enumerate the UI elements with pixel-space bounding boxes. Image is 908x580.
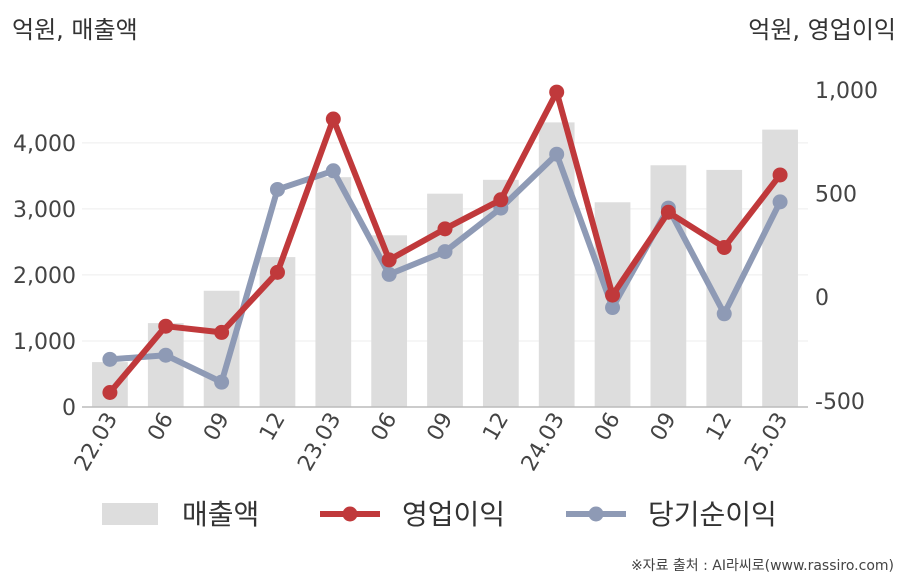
x-tick-label: 06: [367, 409, 403, 446]
legend-marker: [342, 506, 358, 522]
left-tick-label: 1,000: [13, 330, 76, 355]
left-tick-label: 2,000: [13, 264, 76, 289]
data-point: [214, 324, 230, 340]
bar: [92, 362, 128, 407]
right-tick-label: 500: [815, 183, 857, 208]
data-point: [269, 181, 285, 197]
x-tick-label: 23.03: [293, 409, 346, 476]
x-tick-label: 25.03: [740, 409, 793, 476]
right-axis-unit: 억원, 영업이익: [748, 16, 896, 44]
source-note: ※자료 출처 : AI라씨로(www.rassiro.com): [631, 558, 894, 574]
right-tick-label: 1,000: [815, 79, 878, 104]
legend-label: 매출액: [182, 498, 259, 531]
data-point: [158, 318, 174, 334]
left-axis-unit: 억원, 매출액: [12, 16, 138, 44]
data-point: [214, 374, 230, 390]
right-tick-label: 0: [815, 286, 829, 311]
line-series: [102, 84, 788, 400]
data-point: [102, 384, 118, 400]
data-point: [549, 84, 565, 100]
data-point: [437, 244, 453, 260]
left-tick-label: 4,000: [13, 132, 76, 157]
data-point: [716, 239, 732, 255]
data-point: [549, 146, 565, 162]
data-point: [325, 111, 341, 127]
x-tick-label: 09: [423, 409, 459, 446]
x-tick-label: 06: [590, 409, 626, 446]
legend-marker: [588, 506, 604, 522]
data-point: [605, 287, 621, 303]
x-tick-label: 09: [199, 409, 235, 446]
data-point: [269, 264, 285, 280]
data-point: [660, 204, 676, 220]
legend-swatch-bar: [102, 503, 158, 525]
data-point: [605, 300, 621, 316]
bar-series: [92, 122, 798, 408]
x-tick-label: 06: [143, 409, 179, 446]
x-tick-label: 24.03: [517, 409, 570, 476]
data-point: [325, 163, 341, 179]
data-point: [716, 306, 732, 322]
data-point: [772, 167, 788, 183]
data-point: [102, 351, 118, 367]
data-point: [158, 347, 174, 363]
x-tick-label: 12: [255, 409, 291, 446]
left-tick-label: 3,000: [13, 198, 76, 223]
data-point: [493, 192, 509, 208]
x-tick-label: 09: [646, 409, 682, 446]
legend-label: 영업이익: [402, 498, 505, 531]
x-tick-label: 12: [478, 409, 514, 446]
bar: [147, 323, 184, 407]
data-point: [381, 252, 397, 268]
data-point: [437, 221, 453, 237]
data-point: [381, 266, 397, 282]
left-tick-label: 0: [62, 396, 76, 421]
right-tick-label: -500: [815, 390, 865, 415]
x-tick-label: 12: [702, 409, 738, 446]
bar: [315, 177, 352, 407]
x-tick-label: 22.03: [70, 409, 123, 476]
legend: 매출액 영업이익 당기순이익: [102, 498, 777, 531]
legend-label: 당기순이익: [648, 498, 777, 531]
data-point: [772, 194, 788, 210]
